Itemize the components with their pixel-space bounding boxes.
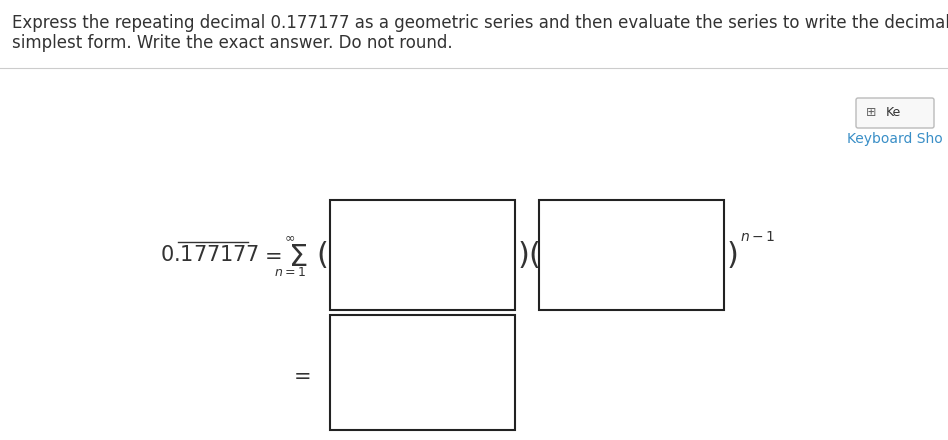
Text: $\Sigma$: $\Sigma$ [288,242,307,271]
Text: $=$: $=$ [288,365,310,385]
Text: ⊞: ⊞ [866,106,877,120]
Text: $0.177177$: $0.177177$ [160,245,259,265]
FancyBboxPatch shape [856,98,934,128]
Text: $)$: $)$ [726,239,738,271]
Text: Ke: Ke [886,106,902,120]
Text: $=$: $=$ [260,245,282,265]
Text: $)($: $)($ [517,239,540,271]
Bar [330,200,515,310]
Text: $n=1$: $n=1$ [274,267,306,279]
Bar [539,200,724,310]
Text: simplest form. Write the exact answer. Do not round.: simplest form. Write the exact answer. D… [12,34,452,52]
Text: $n-1$: $n-1$ [740,230,775,244]
Text: Express the repeating decimal 0.177177 as a geometric series and then evaluate t: Express the repeating decimal 0.177177 a… [12,14,948,32]
Bar [330,315,515,430]
Text: $($: $($ [316,239,327,271]
Text: $\infty$: $\infty$ [284,231,296,245]
Text: Keyboard Sho: Keyboard Sho [848,132,943,146]
